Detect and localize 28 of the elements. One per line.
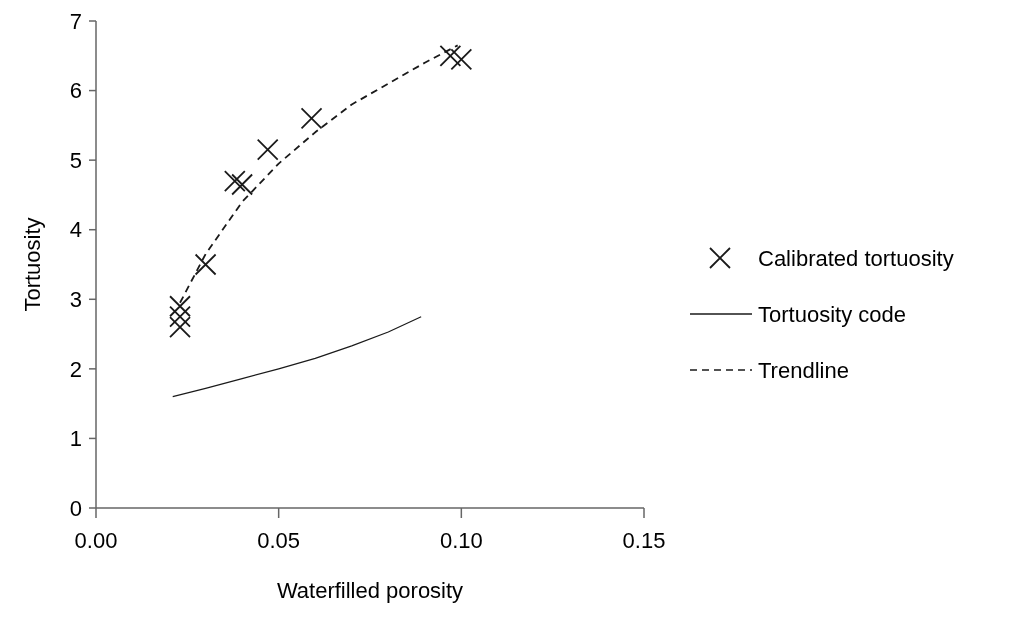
x-tick-label: 0.10 (439, 528, 483, 553)
point (194, 253, 217, 276)
legend-label: Tortuosity code (758, 301, 906, 327)
y-tick-label: 6 (69, 78, 82, 104)
y-tick-label: 1 (69, 426, 82, 452)
point (169, 305, 191, 328)
point (450, 48, 473, 71)
y-tick-label: 2 (69, 356, 82, 382)
y-axis-title: Tortuosity (20, 217, 45, 312)
point (300, 107, 323, 130)
point (231, 173, 254, 196)
x-tick-label: 0.05 (257, 528, 301, 553)
point (169, 316, 191, 339)
y-tick-label: 7 (69, 8, 82, 34)
y-tick-label: 5 (69, 147, 82, 173)
legend-label: Calibrated tortuosity (758, 245, 954, 271)
x-axis-title: Waterfilled porosity (276, 578, 464, 603)
x-tick-label: 0.15 (622, 528, 666, 553)
legend-label: Trendline (758, 357, 849, 383)
line-series (172, 316, 422, 398)
point (223, 170, 246, 192)
point (256, 138, 279, 161)
point (169, 295, 191, 318)
y-tick-label: 4 (69, 217, 82, 243)
x-tick-label: 0.00 (74, 528, 118, 553)
point (439, 44, 462, 67)
y-tick-label: 0 (69, 495, 82, 521)
y-tick-label: 3 (69, 286, 82, 312)
